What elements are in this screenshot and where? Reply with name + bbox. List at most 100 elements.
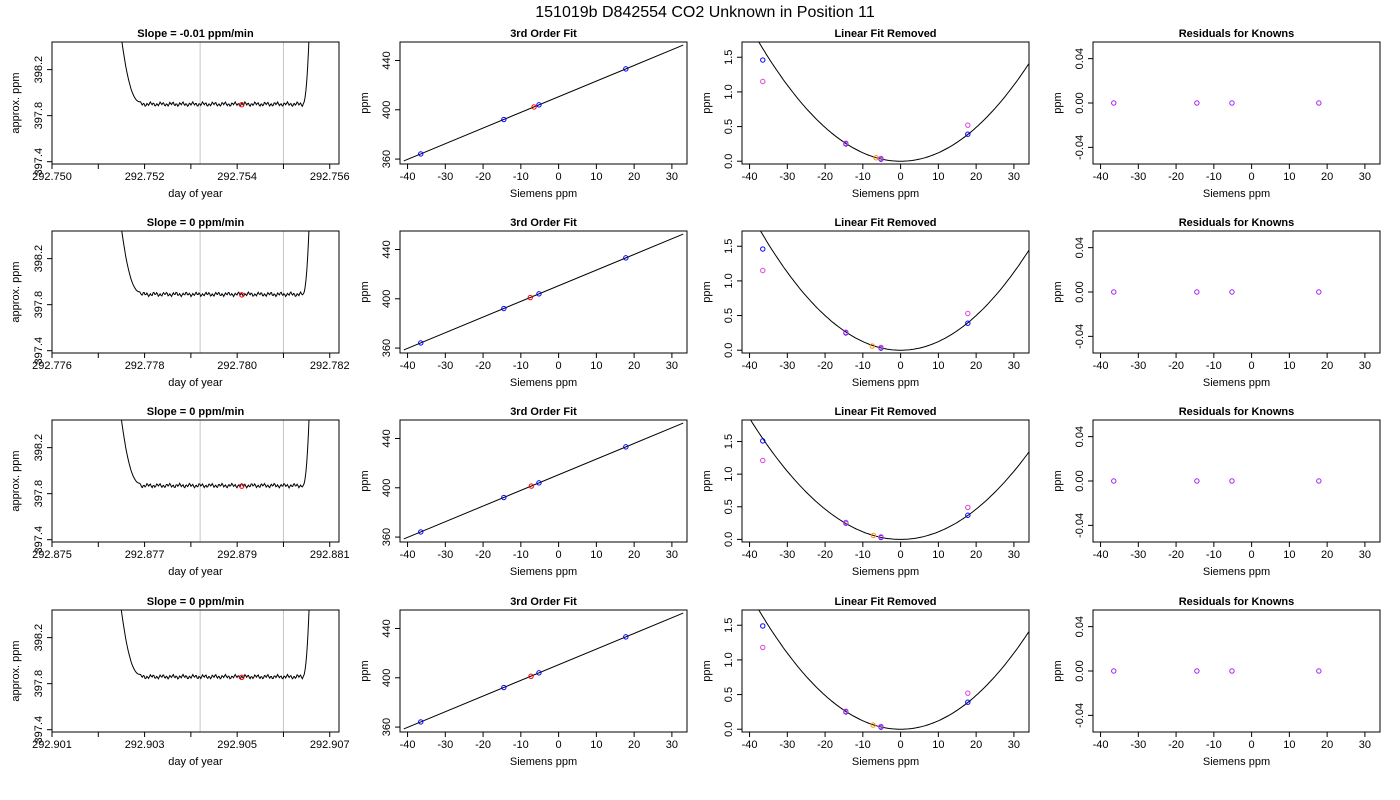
y-tick-label: 440: [381, 619, 393, 637]
x-axis-label: day of year: [168, 377, 223, 389]
x-tick-label: 292.754: [217, 171, 257, 183]
data-point-red: [527, 294, 533, 301]
x-tick-label: 10: [590, 739, 602, 751]
x-tick-label: 30: [666, 171, 678, 183]
y-tick-label: 0.0: [723, 154, 735, 169]
x-axis-label: Siemens ppm: [510, 756, 577, 768]
plot-area: [120, 610, 310, 732]
x-tick-label: -30: [1130, 739, 1146, 751]
x-tick-label: -30: [1130, 549, 1146, 561]
data-point-magenta: [843, 329, 849, 335]
y-axis-label: ppm: [359, 281, 371, 302]
x-tick-label: -30: [437, 171, 453, 183]
x-tick-label: 10: [590, 171, 602, 183]
panel-r3-trace: Slope = 0 ppm/min 292.875 292.877 292.879 29…: [10, 406, 350, 578]
x-tick-label: -40: [1093, 739, 1109, 751]
plot-frame: [1092, 419, 1381, 543]
x-tick-label: 10: [932, 549, 944, 561]
y-tick-label: 0.04: [1074, 616, 1086, 637]
panel-r4-fit: 3rd Order Fit -40 -30 -20 -10 0 10 20 30 Siemens …: [359, 596, 688, 768]
data-point-blue: [623, 255, 629, 261]
x-tick-label: 30: [1359, 549, 1371, 561]
data-point-blue: [501, 684, 507, 691]
analyzer-trace: [121, 42, 310, 108]
x-tick-label: 30: [1359, 171, 1371, 183]
x-tick-label: 0: [556, 549, 562, 561]
data-point-orange: [870, 532, 877, 539]
panel-r1-trace: Slope = -0.01 ppm/min 292.750 292.752 292.7…: [10, 28, 350, 200]
panel-title: Linear Fit Removed: [834, 596, 936, 608]
x-axis-label: Siemens ppm: [852, 566, 919, 578]
data-point-purple: [1316, 289, 1322, 295]
panel-r2-trace: Slope = 0 ppm/min 292.776 292.778 292.780 29…: [10, 217, 350, 389]
x-tick-label: 0: [1249, 549, 1255, 561]
x-tick-label: 10: [1283, 549, 1295, 561]
data-point-red: [239, 674, 245, 681]
x-tick-label: -30: [779, 171, 795, 183]
panel-r1-lin: Linear Fit Removed -40 -30 -20 -10 0 10 20 30 Sie…: [701, 28, 1030, 200]
y-axis-label: ppm: [701, 92, 713, 113]
data-point-blue: [965, 320, 971, 326]
y-tick-label: 0.00: [1074, 660, 1086, 681]
y-axis-label: ppm: [701, 281, 713, 302]
x-tick-label: -20: [1168, 739, 1184, 751]
analyzer-trace: [121, 231, 310, 298]
x-tick-label: 20: [970, 549, 982, 561]
y-axis-label: ppm: [701, 660, 713, 681]
y-tick-label: 400: [381, 290, 393, 308]
x-tick-label: 0: [1249, 360, 1255, 372]
x-axis-label: Siemens ppm: [1203, 566, 1270, 578]
x-axis-label: day of year: [168, 188, 223, 200]
x-tick-label: -30: [779, 739, 795, 751]
y-tick-label: 0.0: [723, 343, 735, 358]
panel-r3-res: Residuals for Knowns -40 -30 -20 -10 0 10 20 30 S…: [1052, 406, 1381, 578]
x-tick-label: -40: [742, 549, 758, 561]
y-tick-label: 0.0: [723, 722, 735, 737]
y-tick-label: 0.5: [723, 119, 735, 134]
y-axis-label: approx. ppm: [10, 72, 22, 133]
x-tick-label: -20: [1168, 171, 1184, 183]
panel-title: 3rd Order Fit: [510, 596, 577, 608]
data-point-purple: [1111, 289, 1117, 295]
x-tick-label: 30: [1359, 739, 1371, 751]
panel-title: Slope = 0 ppm/min: [147, 596, 245, 608]
x-tick-label: 30: [666, 739, 678, 751]
y-tick-label: 398.2: [33, 245, 45, 273]
data-point-magenta: [760, 457, 766, 464]
x-tick-label: 10: [932, 360, 944, 372]
y-tick-label: 400: [381, 479, 393, 497]
data-point-purple: [1194, 668, 1200, 674]
data-point-purple: [1229, 478, 1235, 484]
y-tick-label: 400: [381, 669, 393, 687]
x-tick-label: -40: [400, 171, 416, 183]
x-axis-label: Siemens ppm: [510, 188, 577, 200]
y-tick-label: 397.4: [33, 526, 45, 554]
y-tick-label: 1.5: [723, 50, 735, 65]
panel-title: Residuals for Knowns: [1179, 406, 1295, 418]
data-point-blue: [965, 131, 971, 137]
panel-title: Linear Fit Removed: [834, 217, 936, 229]
plot-area: [403, 233, 684, 351]
panel-title: Slope = 0 ppm/min: [147, 406, 245, 418]
data-point-orange: [870, 722, 876, 728]
x-tick-label: 0: [898, 549, 904, 561]
plot-frame: [741, 609, 1030, 733]
y-axis-label: ppm: [1052, 470, 1064, 491]
x-axis-label: Siemens ppm: [1203, 188, 1270, 200]
y-tick-label: 1.5: [723, 618, 735, 633]
x-tick-label: 292.877: [125, 549, 165, 561]
x-tick-label: 10: [590, 549, 602, 561]
y-tick-label: 360: [381, 528, 393, 546]
x-tick-label: -30: [437, 549, 453, 561]
y-tick-label: 398.2: [33, 624, 45, 652]
x-tick-label: -20: [475, 549, 491, 561]
panel-r2-res: Residuals for Knowns -40 -30 -20 -10 0 10 20 30 S…: [1052, 217, 1381, 389]
x-tick-label: 20: [1321, 549, 1333, 561]
panel-title: 3rd Order Fit: [510, 406, 577, 418]
x-tick-label: -20: [817, 739, 833, 751]
data-point-magenta: [965, 122, 971, 128]
x-tick-label: 20: [1321, 171, 1333, 183]
plot-area: [759, 231, 1029, 351]
x-tick-label: -20: [475, 171, 491, 183]
y-tick-label: 360: [381, 339, 393, 357]
